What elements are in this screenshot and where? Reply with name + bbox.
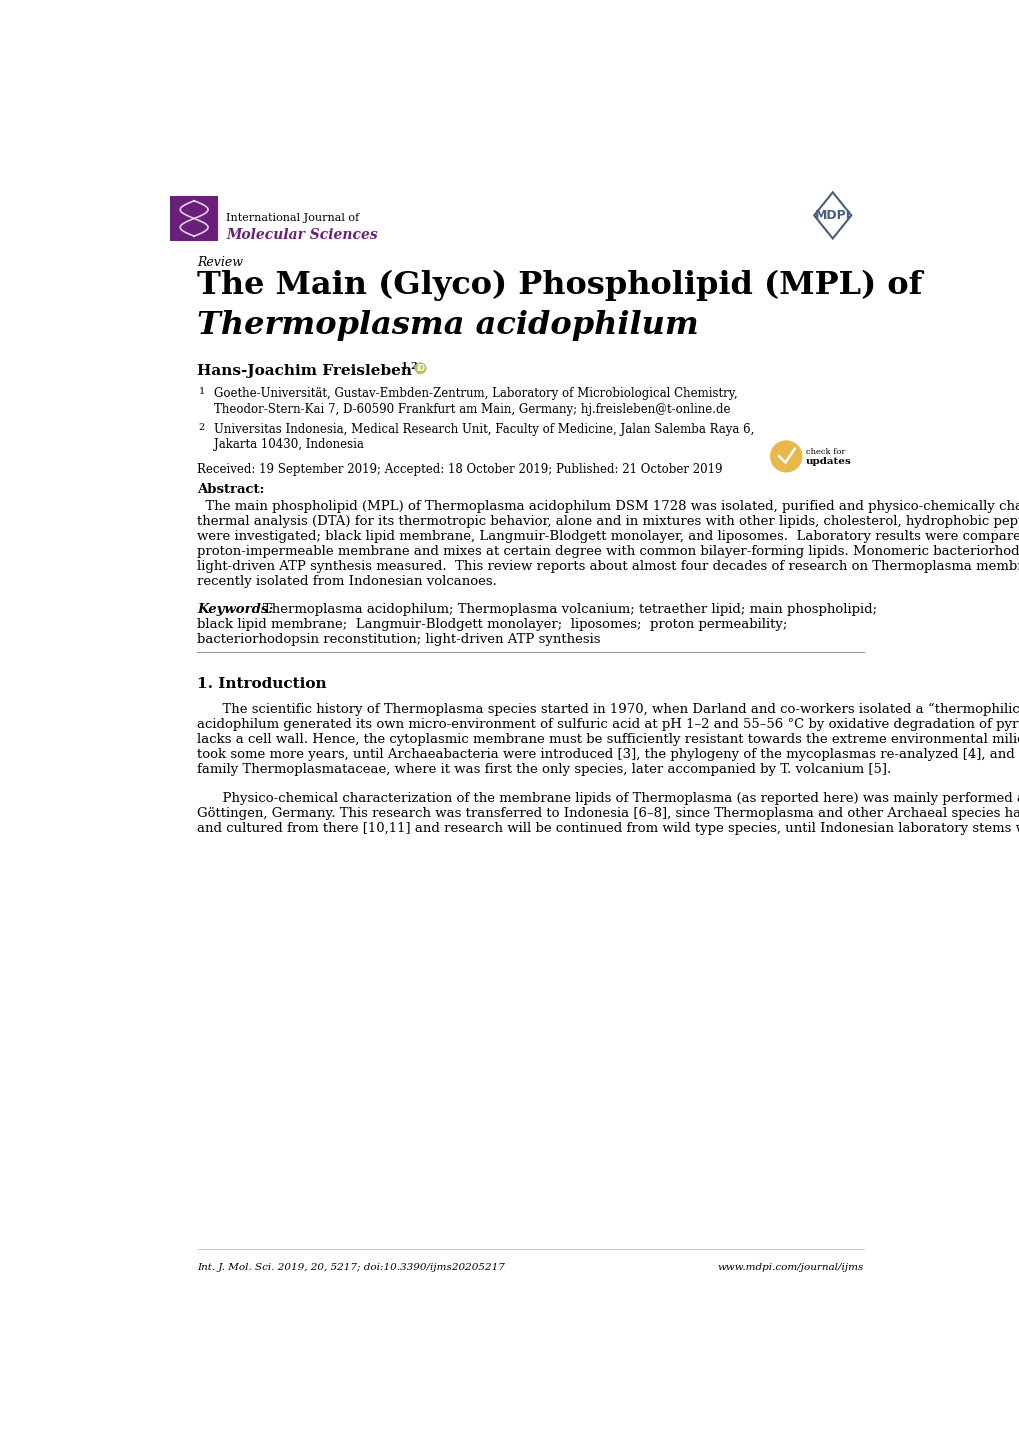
Text: 1. Introduction: 1. Introduction [197, 678, 326, 691]
Circle shape [415, 363, 425, 373]
Text: Theodor-Stern-Kai 7, D-60590 Frankfurt am Main, Germany; hj.freisleben@t-online.: Theodor-Stern-Kai 7, D-60590 Frankfurt a… [214, 402, 730, 415]
Text: 1: 1 [199, 386, 205, 397]
Circle shape [770, 441, 801, 472]
Text: 1,2: 1,2 [400, 362, 419, 371]
Text: thermal analysis (DTA) for its thermotropic behavior, alone and in mixtures with: thermal analysis (DTA) for its thermotro… [197, 515, 1019, 528]
Text: Thermoplasma acidophilum: Thermoplasma acidophilum [197, 310, 698, 342]
Text: family Thermoplasmataceae, where it was first the only species, later accompanie: family Thermoplasmataceae, where it was … [197, 763, 891, 776]
Text: lacks a cell wall. Hence, the cytoplasmic membrane must be sufficiently resistan: lacks a cell wall. Hence, the cytoplasmi… [197, 733, 1019, 746]
Text: Abstract:: Abstract: [197, 483, 265, 496]
Text: 2: 2 [199, 423, 205, 431]
Text: Received: 19 September 2019; Accepted: 18 October 2019; Published: 21 October 20: Received: 19 September 2019; Accepted: 1… [197, 463, 722, 476]
Text: light-driven ATP synthesis measured.  This review reports about almost four deca: light-driven ATP synthesis measured. Thi… [197, 561, 1019, 574]
Text: recently isolated from Indonesian volcanoes.: recently isolated from Indonesian volcan… [197, 575, 496, 588]
Text: acidophilum generated its own micro-environment of sulfuric acid at pH 1–2 and 5: acidophilum generated its own micro-envi… [197, 718, 1019, 731]
Text: Göttingen, Germany. This research was transferred to Indonesia [6–8], since Ther: Göttingen, Germany. This research was tr… [197, 806, 1019, 819]
Text: The scientific history of Thermoplasma species started in 1970, when Darland and: The scientific history of Thermoplasma s… [197, 702, 1019, 717]
FancyBboxPatch shape [170, 196, 218, 241]
Text: and cultured from there [10,11] and research will be continued from wild type sp: and cultured from there [10,11] and rese… [197, 822, 1019, 835]
Text: Goethe-Universität, Gustav-Embden-Zentrum, Laboratory of Microbiological Chemist: Goethe-Universität, Gustav-Embden-Zentru… [214, 386, 737, 399]
Text: black lipid membrane;  Langmuir-Blodgett monolayer;  liposomes;  proton permeabi: black lipid membrane; Langmuir-Blodgett … [197, 617, 787, 630]
Text: Int. J. Mol. Sci. 2019, 20, 5217; doi:10.3390/ijms20205217: Int. J. Mol. Sci. 2019, 20, 5217; doi:10… [197, 1263, 504, 1272]
Text: Molecular Sciences: Molecular Sciences [225, 228, 377, 242]
Text: iD: iD [416, 363, 425, 372]
Text: The Main (Glyco) Phospholipid (MPL) of: The Main (Glyco) Phospholipid (MPL) of [197, 270, 922, 300]
Text: MDPI: MDPI [814, 209, 850, 222]
Text: Jakarta 10430, Indonesia: Jakarta 10430, Indonesia [214, 438, 364, 451]
Text: check for: check for [805, 448, 844, 456]
Text: The main phospholipid (MPL) of Thermoplasma acidophilum DSM 1728 was isolated, p: The main phospholipid (MPL) of Thermopla… [197, 500, 1019, 513]
Text: Hans-Joachim Freisleben: Hans-Joachim Freisleben [197, 363, 417, 378]
Text: took some more years, until Archaeabacteria were introduced [3], the phylogeny o: took some more years, until Archaeabacte… [197, 748, 1019, 761]
Text: Thermoplasma acidophilum; Thermoplasma volcanium; tetraether lipid; main phospho: Thermoplasma acidophilum; Thermoplasma v… [263, 603, 876, 616]
Text: Review: Review [197, 257, 243, 270]
Text: bacteriorhodopsin reconstitution; light-driven ATP synthesis: bacteriorhodopsin reconstitution; light-… [197, 633, 600, 646]
Text: Universitas Indonesia, Medical Research Unit, Faculty of Medicine, Jalan Salemba: Universitas Indonesia, Medical Research … [214, 423, 754, 435]
Text: updates: updates [805, 457, 851, 466]
Text: Keywords:: Keywords: [197, 603, 273, 616]
Text: International Journal of: International Journal of [225, 213, 359, 224]
Text: www.mdpi.com/journal/ijms: www.mdpi.com/journal/ijms [716, 1263, 863, 1272]
Text: were investigated; black lipid membrane, Langmuir-Blodgett monolayer, and liposo: were investigated; black lipid membrane,… [197, 531, 1019, 544]
Text: Physico-chemical characterization of the membrane lipids of Thermoplasma (as rep: Physico-chemical characterization of the… [197, 792, 1019, 805]
Text: proton-impermeable membrane and mixes at certain degree with common bilayer-form: proton-impermeable membrane and mixes at… [197, 545, 1019, 558]
